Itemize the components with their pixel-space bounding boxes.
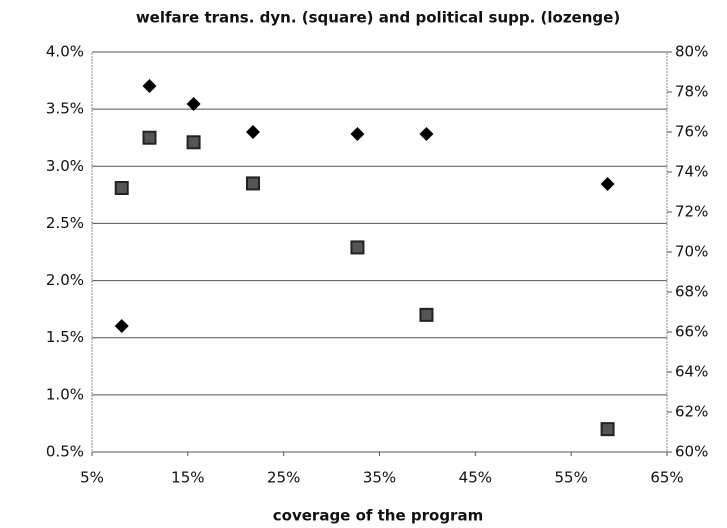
y2-tick-label: 70% [675, 243, 708, 261]
y2-tick-label: 66% [675, 323, 708, 341]
square-marker [600, 422, 615, 437]
y2-tick-label: 80% [675, 43, 708, 61]
y-tick-label: 2.5% [46, 214, 84, 232]
y-tick-label: 1.0% [46, 385, 84, 403]
x-tick-label: 65% [650, 469, 683, 487]
diamond-marker [600, 177, 615, 191]
y-tick-label: 3.5% [46, 100, 84, 118]
square-marker [114, 181, 129, 195]
x-tick-label: 55% [554, 469, 587, 487]
diamond-marker [246, 125, 260, 139]
x-tick-label: 35% [363, 469, 396, 487]
square-marker [246, 176, 260, 191]
diamond-marker [419, 127, 434, 141]
y2-tick-label: 60% [675, 443, 708, 461]
diamond-marker [350, 127, 365, 141]
x-tick-label: 5% [80, 469, 104, 487]
y-tick-label: 2.0% [46, 271, 84, 289]
x-tick-label: 25% [267, 469, 300, 487]
y2-tick-label: 68% [675, 283, 708, 301]
plot-area [91, 51, 668, 453]
y2-tick-label: 62% [675, 403, 708, 421]
y2-tick-label: 64% [675, 363, 708, 381]
square-marker [419, 307, 434, 322]
square-marker [350, 240, 365, 255]
square-marker [142, 130, 157, 145]
y2-tick-label: 76% [675, 123, 708, 141]
x-tick-label: 45% [459, 469, 492, 487]
y-tick-label: 1.5% [46, 328, 84, 346]
y2-tick-label: 78% [675, 83, 708, 101]
x-tick-label: 15% [171, 469, 204, 487]
diamond-marker [142, 79, 157, 93]
y2-tick-label: 72% [675, 203, 708, 221]
y-tick-label: 0.5% [46, 443, 84, 461]
diamond-marker [186, 97, 201, 111]
diamond-marker [114, 319, 129, 333]
x-axis-label: coverage of the program [273, 507, 483, 525]
chart-title: welfare trans. dyn. (square) and politic… [136, 9, 620, 27]
y-tick-label: 4.0% [46, 43, 84, 61]
y-tick-label: 3.0% [46, 157, 84, 175]
square-marker [186, 135, 201, 150]
y2-tick-label: 74% [675, 163, 708, 181]
